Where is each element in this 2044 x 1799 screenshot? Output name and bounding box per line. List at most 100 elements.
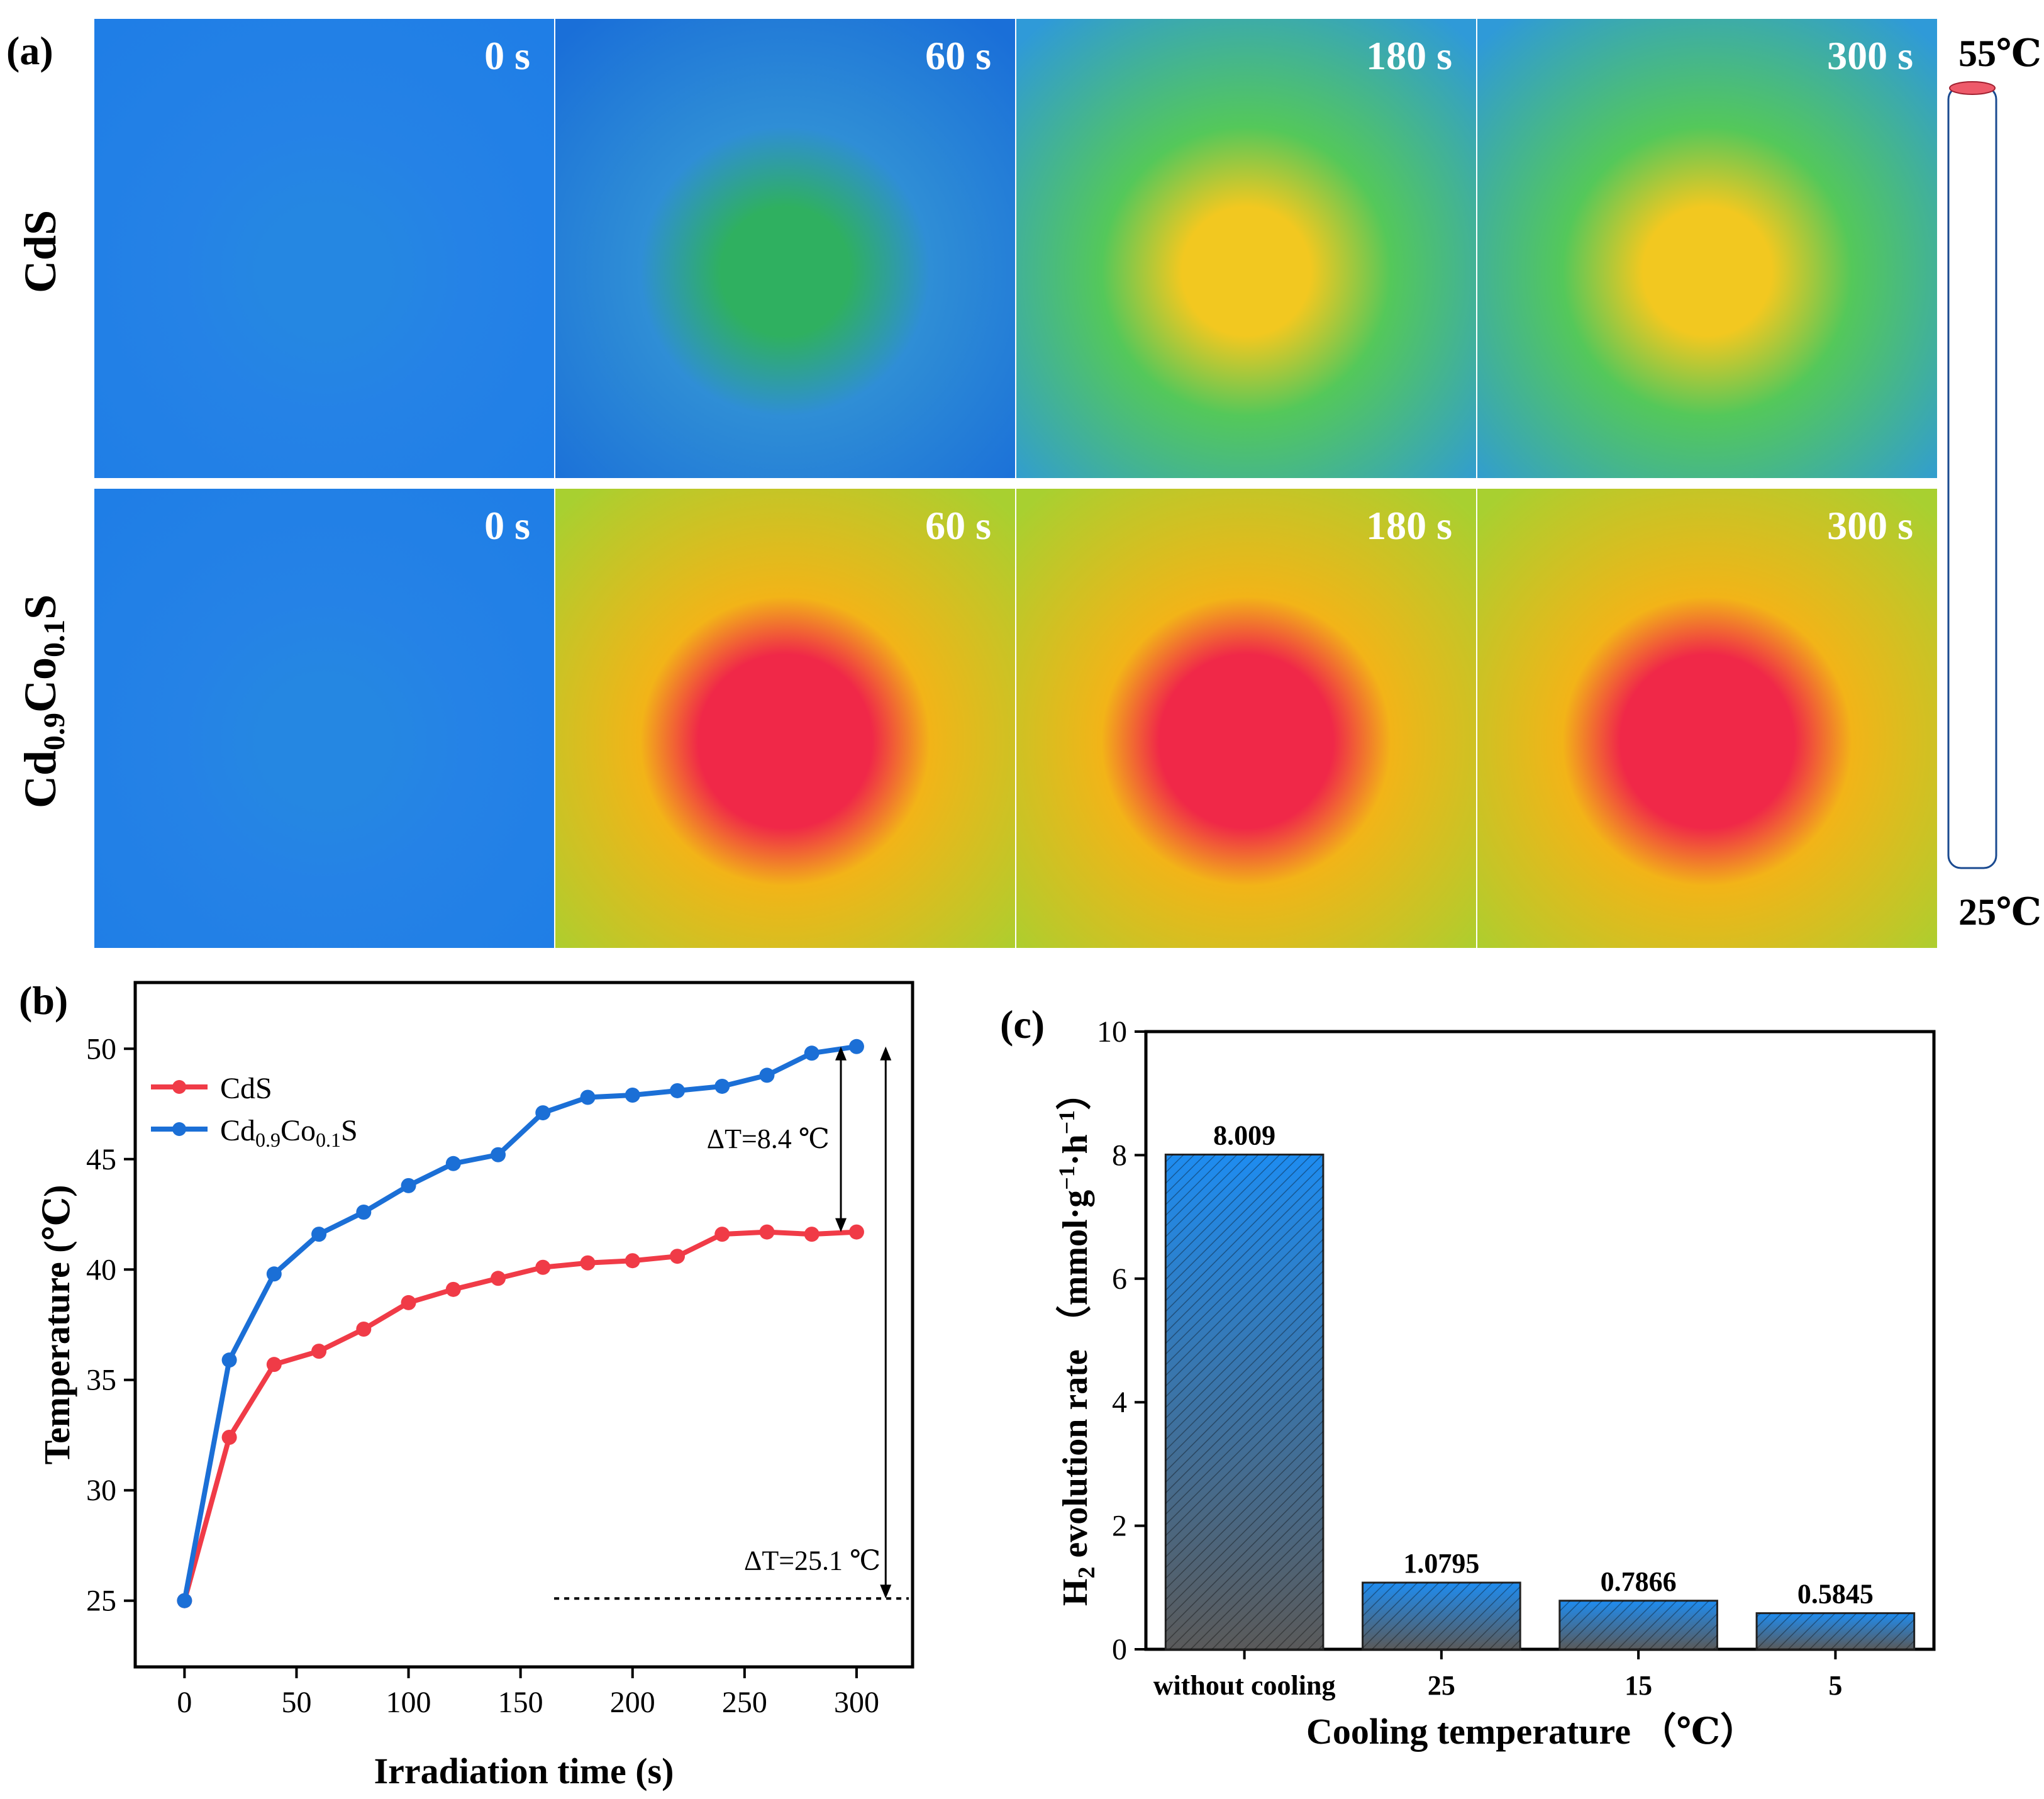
- thermal-image: [94, 19, 554, 478]
- thermal-time-label: 60 s: [925, 503, 991, 548]
- plot-b-frame: [133, 981, 914, 1669]
- data-point: [221, 1429, 237, 1445]
- legend-label-cdcos: Cd0.9Co0.1S: [220, 1114, 358, 1151]
- data-point: [759, 1224, 775, 1240]
- data-point: [848, 1224, 864, 1240]
- data-point: [311, 1227, 327, 1242]
- bar-value-label: 0.7866: [1601, 1566, 1677, 1597]
- thermal-image: [555, 19, 1015, 478]
- y-tick-label: 0: [1112, 1633, 1127, 1666]
- data-point: [580, 1255, 596, 1271]
- data-point: [266, 1266, 282, 1282]
- thermal-time-label: 0 s: [484, 503, 530, 548]
- row-label-cdcos: Cd0.9Co0.1S: [15, 594, 71, 808]
- plot-b-series: [177, 1039, 864, 1608]
- plot-b-annotations: ΔT=8.4 ℃ ΔT=25.1 ℃: [554, 1046, 909, 1600]
- y-tick-label: 6: [1112, 1262, 1127, 1296]
- delta-arrow-1-head-up: [835, 1046, 847, 1061]
- data-point: [401, 1178, 416, 1193]
- x-tick-label: without cooling: [1153, 1670, 1336, 1701]
- thermal-image: [1016, 19, 1476, 478]
- data-point: [714, 1078, 730, 1094]
- thermal-image: [555, 489, 1015, 948]
- x-tick-label: 15: [1625, 1670, 1652, 1701]
- panel-c-label: (c): [1000, 1002, 1045, 1047]
- x-tick-label: 50: [281, 1686, 311, 1719]
- plot-b-axes: 0 50 100 150 200 250 300 25 30 35 40 45 50: [86, 1032, 879, 1719]
- x-tick-label: 300: [834, 1686, 879, 1719]
- thermal-image: [94, 489, 554, 948]
- y-tick-label: 2: [1112, 1510, 1127, 1543]
- plot-c-bars: 8.009 1.0795 0.7866 0.5845: [1164, 1120, 1916, 1651]
- delta-arrow-1-head-down: [835, 1218, 847, 1232]
- y-tick-label: 30: [86, 1474, 116, 1507]
- data-point: [625, 1253, 640, 1269]
- plot-b-legend: CdS Cd0.9Co0.1S: [151, 1072, 358, 1151]
- data-point: [356, 1205, 372, 1220]
- data-point: [804, 1045, 819, 1061]
- row-divider: [94, 479, 1938, 487]
- thermal-time-label: 180 s: [1366, 33, 1452, 78]
- y-tick-label: 10: [1097, 1015, 1127, 1049]
- data-point: [356, 1322, 372, 1337]
- data-point: [535, 1259, 551, 1275]
- plot-b-xlabel: Irradiation time (s): [374, 1751, 674, 1791]
- thermal-image: [1477, 489, 1937, 948]
- y-tick-label: 40: [86, 1253, 116, 1286]
- data-point: [401, 1295, 416, 1310]
- thermal-image-grid: 0 s 60 s 180 s 300 s 0 s 60 s 180 s 300 s: [94, 19, 1938, 948]
- data-point: [669, 1083, 685, 1098]
- data-point: [804, 1227, 819, 1242]
- plot-c-axes: 0 2 4 6 8 10 without cooling 25 15 5: [1097, 1015, 1842, 1701]
- legend-label-cds: CdS: [220, 1072, 272, 1105]
- thermal-time-label: 0 s: [484, 33, 530, 78]
- legend-marker-cds: [172, 1080, 186, 1094]
- colorbar-bar: [1947, 86, 1997, 869]
- data-point: [177, 1593, 192, 1608]
- panel-a: (a) CdS Cd0.9Co0.1S 0 s 60 s 180 s 300 s0 s…: [6, 19, 2041, 948]
- data-point: [535, 1105, 551, 1121]
- delta-t-label-2: ΔT=25.1 ℃: [744, 1546, 880, 1576]
- plot-c-xlabel: Cooling temperature （℃）: [1306, 1711, 1757, 1752]
- plot-b-ylabel: Temperature (℃): [36, 1185, 77, 1465]
- bar-hatch: [1165, 1154, 1323, 1649]
- data-point: [311, 1344, 327, 1359]
- data-point: [625, 1087, 640, 1103]
- data-point: [714, 1227, 730, 1242]
- delta-t-label-1: ΔT=8.4 ℃: [707, 1123, 830, 1154]
- data-point: [445, 1281, 461, 1297]
- y-tick-label: 50: [86, 1032, 116, 1066]
- thermal-time-label: 60 s: [925, 33, 991, 78]
- data-point: [669, 1249, 685, 1264]
- x-tick-label: 250: [722, 1686, 767, 1719]
- y-tick-label: 25: [86, 1585, 116, 1618]
- y-tick-label: 45: [86, 1143, 116, 1176]
- panel-b-label: (b): [19, 978, 68, 1023]
- bar-hatch: [1559, 1600, 1718, 1649]
- row-label-cds: CdS: [15, 210, 65, 293]
- data-point: [445, 1156, 461, 1171]
- data-point: [580, 1089, 596, 1105]
- bar-hatch: [1757, 1613, 1914, 1649]
- thermal-time-label: 300 s: [1827, 33, 1913, 78]
- x-tick-label: 5: [1828, 1670, 1842, 1701]
- series-line-1: [182, 1044, 857, 1601]
- bar-hatch: [1362, 1582, 1521, 1649]
- x-tick-label: 25: [1428, 1670, 1455, 1701]
- colorbar-max-label: 55℃: [1958, 33, 2041, 74]
- data-point: [848, 1039, 864, 1054]
- colorbar-cap: [1949, 81, 1996, 95]
- y-tick-label: 4: [1112, 1386, 1127, 1419]
- plot-c-frame: [1144, 1030, 1936, 1651]
- delta-arrow-2-head-up: [880, 1046, 892, 1061]
- thermal-time-label: 180 s: [1366, 503, 1452, 548]
- data-point: [759, 1067, 775, 1083]
- y-tick-label: 35: [86, 1364, 116, 1397]
- y-tick-label: 8: [1112, 1139, 1127, 1172]
- bar-value-label: 1.0795: [1403, 1548, 1479, 1579]
- plot-c-ylabel: H2 evolution rate （mmol·g−1·h−1）: [1054, 1075, 1100, 1606]
- delta-arrow-2-head-down: [880, 1585, 892, 1599]
- x-tick-label: 0: [177, 1686, 192, 1719]
- bar-value-label: 8.009: [1213, 1120, 1275, 1151]
